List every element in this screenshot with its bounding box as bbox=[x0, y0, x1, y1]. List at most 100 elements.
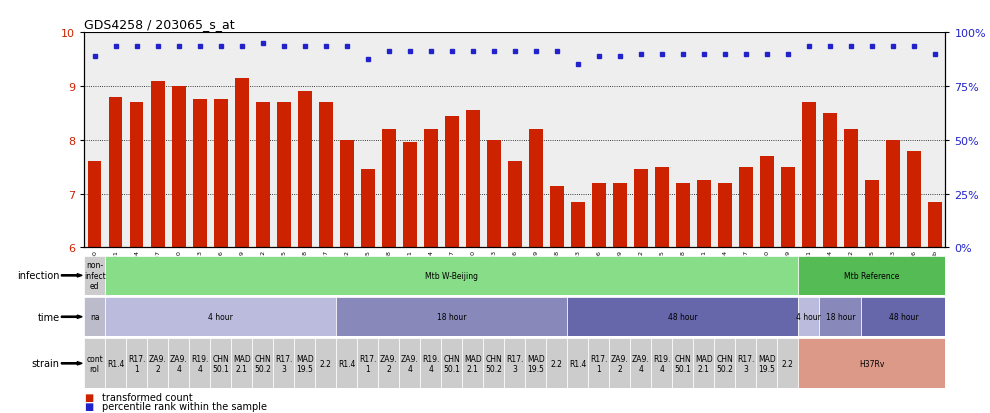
Bar bbox=[798, 297, 820, 337]
Text: infection: infection bbox=[17, 271, 59, 281]
Bar bbox=[193, 100, 207, 248]
Text: R1.4: R1.4 bbox=[107, 359, 125, 368]
Bar bbox=[84, 297, 105, 337]
Text: 4 hour: 4 hour bbox=[208, 313, 233, 321]
Bar bbox=[319, 103, 333, 248]
Bar bbox=[676, 183, 690, 248]
Text: R1.4: R1.4 bbox=[338, 359, 355, 368]
Bar bbox=[337, 297, 567, 337]
Bar bbox=[210, 339, 232, 388]
Bar bbox=[126, 339, 148, 388]
Text: na: na bbox=[90, 313, 99, 321]
Bar bbox=[273, 339, 294, 388]
Bar bbox=[357, 339, 378, 388]
Bar bbox=[88, 162, 102, 248]
Bar bbox=[844, 130, 857, 248]
Bar bbox=[315, 339, 337, 388]
Text: R17.
3: R17. 3 bbox=[738, 354, 754, 373]
Bar bbox=[399, 339, 421, 388]
Bar bbox=[861, 297, 945, 337]
Text: non-
infect
ed: non- infect ed bbox=[84, 261, 106, 290]
Bar bbox=[168, 339, 189, 388]
Bar bbox=[571, 202, 585, 248]
Text: CHN
50.2: CHN 50.2 bbox=[254, 354, 271, 373]
Text: 2.2: 2.2 bbox=[550, 359, 562, 368]
Bar bbox=[820, 297, 861, 337]
Text: R19.
4: R19. 4 bbox=[191, 354, 208, 373]
Bar bbox=[105, 297, 337, 337]
Bar bbox=[886, 140, 900, 248]
Text: ■: ■ bbox=[84, 401, 93, 411]
Bar bbox=[631, 339, 651, 388]
Text: ZA9.
2: ZA9. 2 bbox=[611, 354, 629, 373]
Text: ZA9.
2: ZA9. 2 bbox=[380, 354, 398, 373]
Bar bbox=[232, 339, 252, 388]
Bar bbox=[255, 103, 269, 248]
Bar bbox=[109, 97, 123, 248]
Text: R1.4: R1.4 bbox=[569, 359, 586, 368]
Bar bbox=[907, 151, 921, 248]
Text: CHN
50.1: CHN 50.1 bbox=[212, 354, 229, 373]
Bar bbox=[588, 339, 609, 388]
Text: R19.
4: R19. 4 bbox=[422, 354, 440, 373]
Bar bbox=[693, 339, 715, 388]
Bar bbox=[361, 170, 374, 248]
Text: Mtb Reference: Mtb Reference bbox=[844, 271, 900, 280]
Bar bbox=[802, 103, 816, 248]
Text: R17.
1: R17. 1 bbox=[128, 354, 146, 373]
Bar bbox=[487, 140, 501, 248]
Bar bbox=[928, 202, 941, 248]
Text: CHN
50.1: CHN 50.1 bbox=[444, 354, 460, 373]
Text: ZA9.
4: ZA9. 4 bbox=[170, 354, 187, 373]
Bar bbox=[445, 116, 458, 248]
Bar bbox=[781, 167, 795, 248]
Bar bbox=[865, 181, 879, 248]
Text: strain: strain bbox=[32, 358, 59, 368]
Bar bbox=[483, 339, 504, 388]
Bar bbox=[740, 167, 752, 248]
Text: R17.
3: R17. 3 bbox=[506, 354, 524, 373]
Bar bbox=[697, 181, 711, 248]
Text: MAD
2.1: MAD 2.1 bbox=[233, 354, 250, 373]
Bar bbox=[823, 114, 837, 248]
Bar bbox=[235, 78, 248, 248]
Bar bbox=[508, 162, 522, 248]
Bar bbox=[718, 183, 732, 248]
Text: 18 hour: 18 hour bbox=[437, 313, 466, 321]
Bar bbox=[337, 339, 357, 388]
Bar bbox=[130, 103, 144, 248]
Text: R17.
1: R17. 1 bbox=[590, 354, 608, 373]
Bar bbox=[442, 339, 462, 388]
Bar bbox=[84, 339, 105, 388]
Bar bbox=[504, 339, 526, 388]
Text: ■: ■ bbox=[84, 392, 93, 402]
Bar bbox=[613, 183, 627, 248]
Text: transformed count: transformed count bbox=[102, 392, 193, 402]
Bar bbox=[189, 339, 210, 388]
Text: GDS4258 / 203065_s_at: GDS4258 / 203065_s_at bbox=[84, 17, 235, 31]
Text: MAD
19.5: MAD 19.5 bbox=[527, 354, 545, 373]
Bar bbox=[546, 339, 567, 388]
Text: R17.
3: R17. 3 bbox=[275, 354, 292, 373]
Bar bbox=[592, 183, 606, 248]
Bar bbox=[756, 339, 777, 388]
Text: CHN
50.2: CHN 50.2 bbox=[485, 354, 502, 373]
Bar bbox=[655, 167, 668, 248]
Bar bbox=[424, 130, 438, 248]
Bar bbox=[252, 339, 273, 388]
Text: percentile rank within the sample: percentile rank within the sample bbox=[102, 401, 267, 411]
Bar bbox=[148, 339, 168, 388]
Text: CHN
50.2: CHN 50.2 bbox=[717, 354, 734, 373]
Bar bbox=[403, 143, 417, 248]
Bar bbox=[466, 111, 479, 248]
Bar bbox=[105, 256, 798, 295]
Text: 4 hour: 4 hour bbox=[797, 313, 822, 321]
Bar bbox=[798, 256, 945, 295]
Bar bbox=[421, 339, 442, 388]
Text: 18 hour: 18 hour bbox=[826, 313, 855, 321]
Text: R19.
4: R19. 4 bbox=[653, 354, 670, 373]
Text: time: time bbox=[38, 312, 59, 322]
Bar bbox=[462, 339, 483, 388]
Bar bbox=[651, 339, 672, 388]
Text: 2.2: 2.2 bbox=[782, 359, 794, 368]
